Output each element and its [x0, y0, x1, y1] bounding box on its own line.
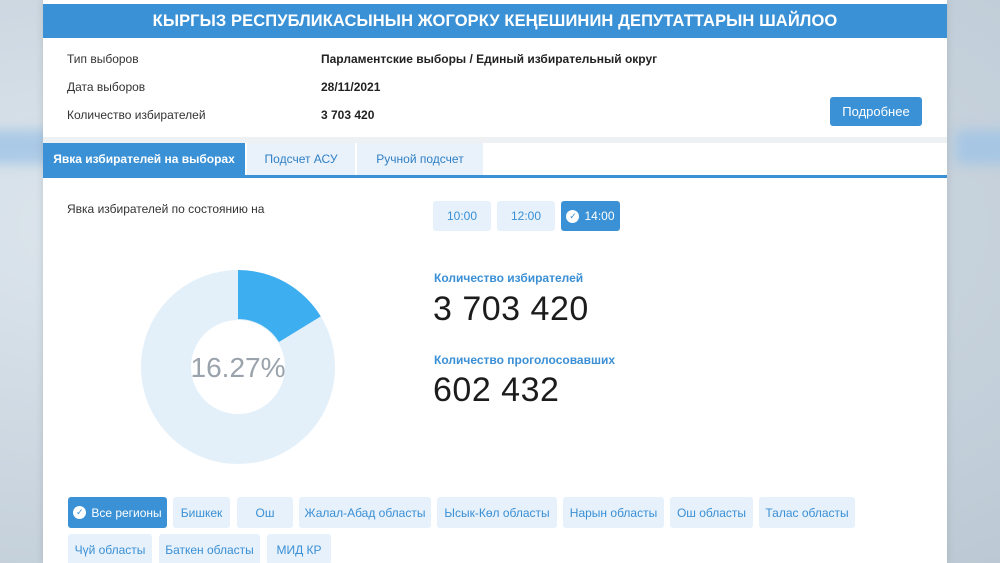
election-card: КЫРГЫЗ РЕСПУБЛИКАСЫНЫН ЖОГОРКУ КЕҢЕШИНИН… [43, 0, 947, 563]
region-mfa[interactable]: МИД КР [267, 534, 331, 563]
region-chui[interactable]: Чүй областы [68, 534, 152, 563]
tab-asu-count[interactable]: Подсчет АСУ [247, 143, 355, 175]
time-button-label: 14:00 [584, 209, 615, 223]
voters-label: Количество избирателей [434, 271, 584, 285]
region-label: Все регионы [91, 505, 162, 520]
election-date-label: Дата выборов [67, 80, 146, 94]
voters-count-value: 3 703 420 [321, 108, 375, 122]
turnout-as-of-label: Явка избирателей по состоянию на [67, 202, 265, 216]
region-jalal-abad[interactable]: Жалал-Абад областы [299, 497, 431, 528]
tab-turnout[interactable]: Явка избирателей на выборах [43, 143, 245, 175]
tab-bar: Явка избирателей на выборах Подсчет АСУ … [43, 143, 947, 178]
time-button-1400[interactable]: ✓ 14:00 [561, 201, 620, 231]
election-type-value: Парламентские выборы / Единый избиратель… [321, 52, 658, 66]
region-issyk-kul[interactable]: Ысык-Көл областы [437, 497, 557, 528]
region-batken[interactable]: Баткен областы [159, 534, 260, 563]
region-osh-city[interactable]: Ош [237, 497, 293, 528]
check-circle-icon: ✓ [566, 209, 580, 223]
page-title: КЫРГЫЗ РЕСПУБЛИКАСЫНЫН ЖОГОРКУ КЕҢЕШИНИН… [43, 4, 947, 38]
voters-count-label: Количество избирателей [67, 108, 206, 122]
time-button-1200[interactable]: 12:00 [497, 201, 555, 231]
background-chip [955, 130, 1000, 164]
check-circle-icon: ✓ [73, 506, 87, 519]
election-date-value: 28/11/2021 [321, 80, 381, 94]
divider [43, 137, 947, 143]
time-button-1000[interactable]: 10:00 [433, 201, 491, 231]
region-bishkek[interactable]: Бишкек [173, 497, 230, 528]
voted-label: Количество проголосовавших [434, 353, 616, 367]
tab-manual-count[interactable]: Ручной подсчет [357, 143, 483, 175]
region-all[interactable]: ✓ Все регионы [68, 497, 167, 528]
voters-value: 3 703 420 [433, 290, 589, 328]
donut-percent-text: 16.27% [191, 352, 286, 383]
region-naryn[interactable]: Нарын областы [563, 497, 664, 528]
donut-slice [238, 270, 321, 342]
turnout-donut-chart: 16.27% [141, 270, 335, 464]
details-button[interactable]: Подробнее [830, 97, 922, 126]
region-talas[interactable]: Талас областы [759, 497, 855, 528]
region-osh-oblast[interactable]: Ош областы [670, 497, 753, 528]
election-type-label: Тип выборов [67, 52, 139, 66]
voted-value: 602 432 [433, 371, 560, 409]
